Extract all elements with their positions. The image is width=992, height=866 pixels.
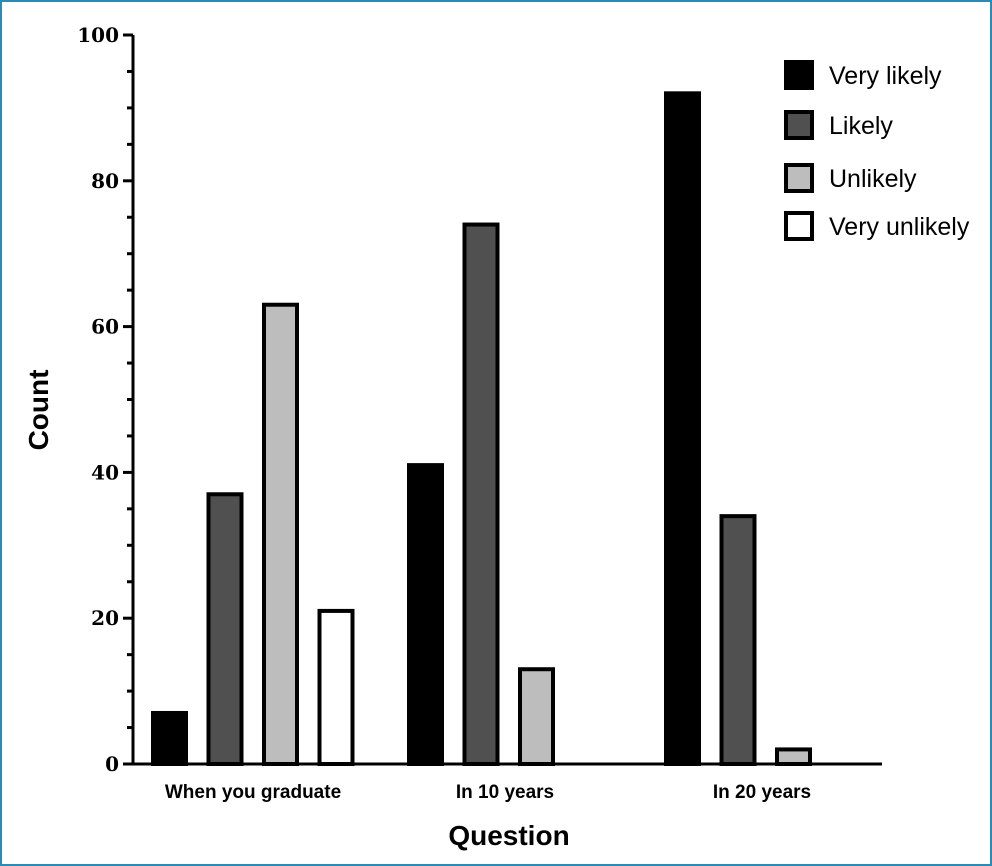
- bar-very-unlikely: [317, 608, 355, 766]
- bar-likely: [206, 492, 244, 766]
- legend: Very likely Likely Unlikely Very unlikely: [784, 60, 970, 241]
- x-category-labels: When you graduate In 10 years In 20 years: [165, 782, 811, 803]
- x-category-label: In 20 years: [713, 782, 811, 803]
- legend-swatch: [784, 60, 814, 90]
- legend-swatch: [784, 163, 814, 193]
- legend-swatch: [784, 110, 814, 140]
- bar-very-likely: [151, 710, 188, 766]
- x-axis-title: Question: [448, 820, 569, 851]
- legend-label: Very unlikely: [829, 213, 970, 241]
- y-tick-label: 60: [91, 315, 119, 339]
- legend-label: Very likely: [829, 62, 942, 90]
- x-category-label: In 10 years: [456, 782, 554, 803]
- x-category-label: When you graduate: [165, 782, 341, 803]
- bar-unlikely: [775, 747, 812, 766]
- legend-label: Likely: [829, 112, 893, 140]
- y-tick-label: 100: [77, 23, 119, 47]
- y-axis-title: Count: [23, 370, 54, 451]
- bar-likely: [462, 222, 500, 767]
- bar-unlikely: [518, 667, 555, 766]
- bar-very-likely: [664, 91, 701, 766]
- y-tick-label: 80: [91, 169, 119, 193]
- bar-likely: [719, 514, 757, 767]
- bar-very-likely: [407, 463, 444, 766]
- axes-group: [131, 35, 882, 766]
- bar-unlikely: [262, 302, 299, 766]
- y-tick-label: 40: [91, 460, 119, 484]
- legend-label: Unlikely: [829, 165, 917, 193]
- bars-group: [151, 91, 812, 767]
- y-tick-label: 20: [91, 606, 119, 630]
- y-tick-label: 0: [105, 752, 119, 776]
- legend-swatch: [784, 211, 814, 241]
- y-ticks-group: 0 20 40 60 80 100: [77, 23, 133, 776]
